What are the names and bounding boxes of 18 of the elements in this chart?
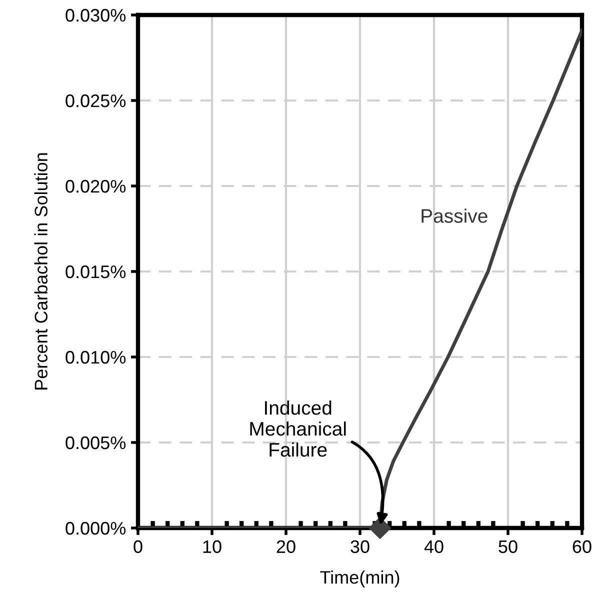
x-tick-label: 60 bbox=[572, 540, 592, 554]
y-tick-label: 0.025% bbox=[66, 94, 126, 108]
x-tick-label: 20 bbox=[276, 540, 296, 554]
y-tick-label: 0.010% bbox=[66, 350, 126, 364]
x-tick-label: 50 bbox=[498, 540, 518, 554]
annotation: Induced Mechanical Failure bbox=[250, 400, 346, 457]
y-tick-label: 0.030% bbox=[66, 8, 126, 22]
series-label: Passive bbox=[422, 208, 488, 223]
y-tick-label: 0.005% bbox=[66, 436, 126, 450]
x-tick-label: 0 bbox=[134, 540, 142, 554]
y-tick-label: 0.000% bbox=[66, 522, 126, 535]
y-axis-title: Percent Carbachol in Solution bbox=[34, 153, 48, 390]
x-axis-title: Time(min) bbox=[320, 570, 400, 588]
y-tick-label: 0.020% bbox=[66, 180, 126, 193]
y-tick-label: 0.015% bbox=[66, 265, 126, 278]
x-tick-label: 10 bbox=[203, 540, 222, 554]
x-tick-label: 40 bbox=[424, 540, 444, 554]
x-tick-label: 30 bbox=[350, 540, 370, 554]
